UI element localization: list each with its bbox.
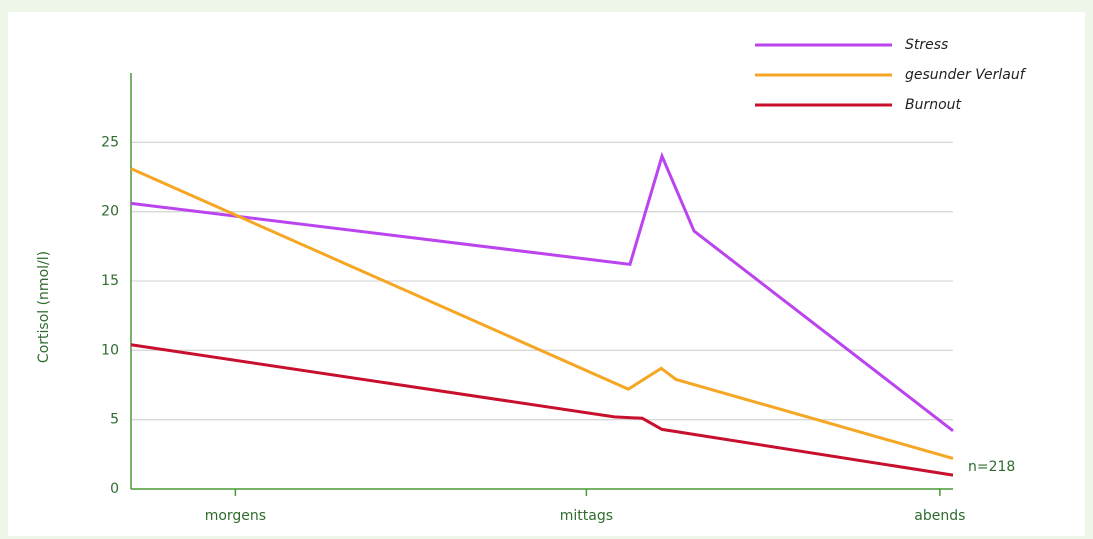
x-tick-label: abends	[914, 508, 965, 524]
annotation: n=218	[968, 459, 1015, 475]
legend-label: Stress	[905, 37, 948, 53]
y-tick-label: 5	[110, 412, 119, 428]
y-tick-label: 25	[101, 134, 119, 150]
y-tick-label: 10	[101, 342, 119, 358]
series-line	[130, 343, 954, 477]
legend-label: gesunder Verlauf	[905, 67, 1027, 83]
y-tick-label: 20	[101, 204, 119, 220]
y-tick-label: 15	[101, 273, 119, 289]
series-line	[130, 167, 954, 460]
series-line	[130, 151, 954, 432]
x-tick-label: mittags	[560, 508, 613, 524]
y-tick-label: 0	[110, 481, 119, 497]
x-tick-label: morgens	[205, 508, 266, 524]
legend-label: Burnout	[905, 97, 962, 113]
panel	[8, 12, 1085, 536]
y-axis-label: Cortisol (nmol/l)	[36, 251, 52, 363]
